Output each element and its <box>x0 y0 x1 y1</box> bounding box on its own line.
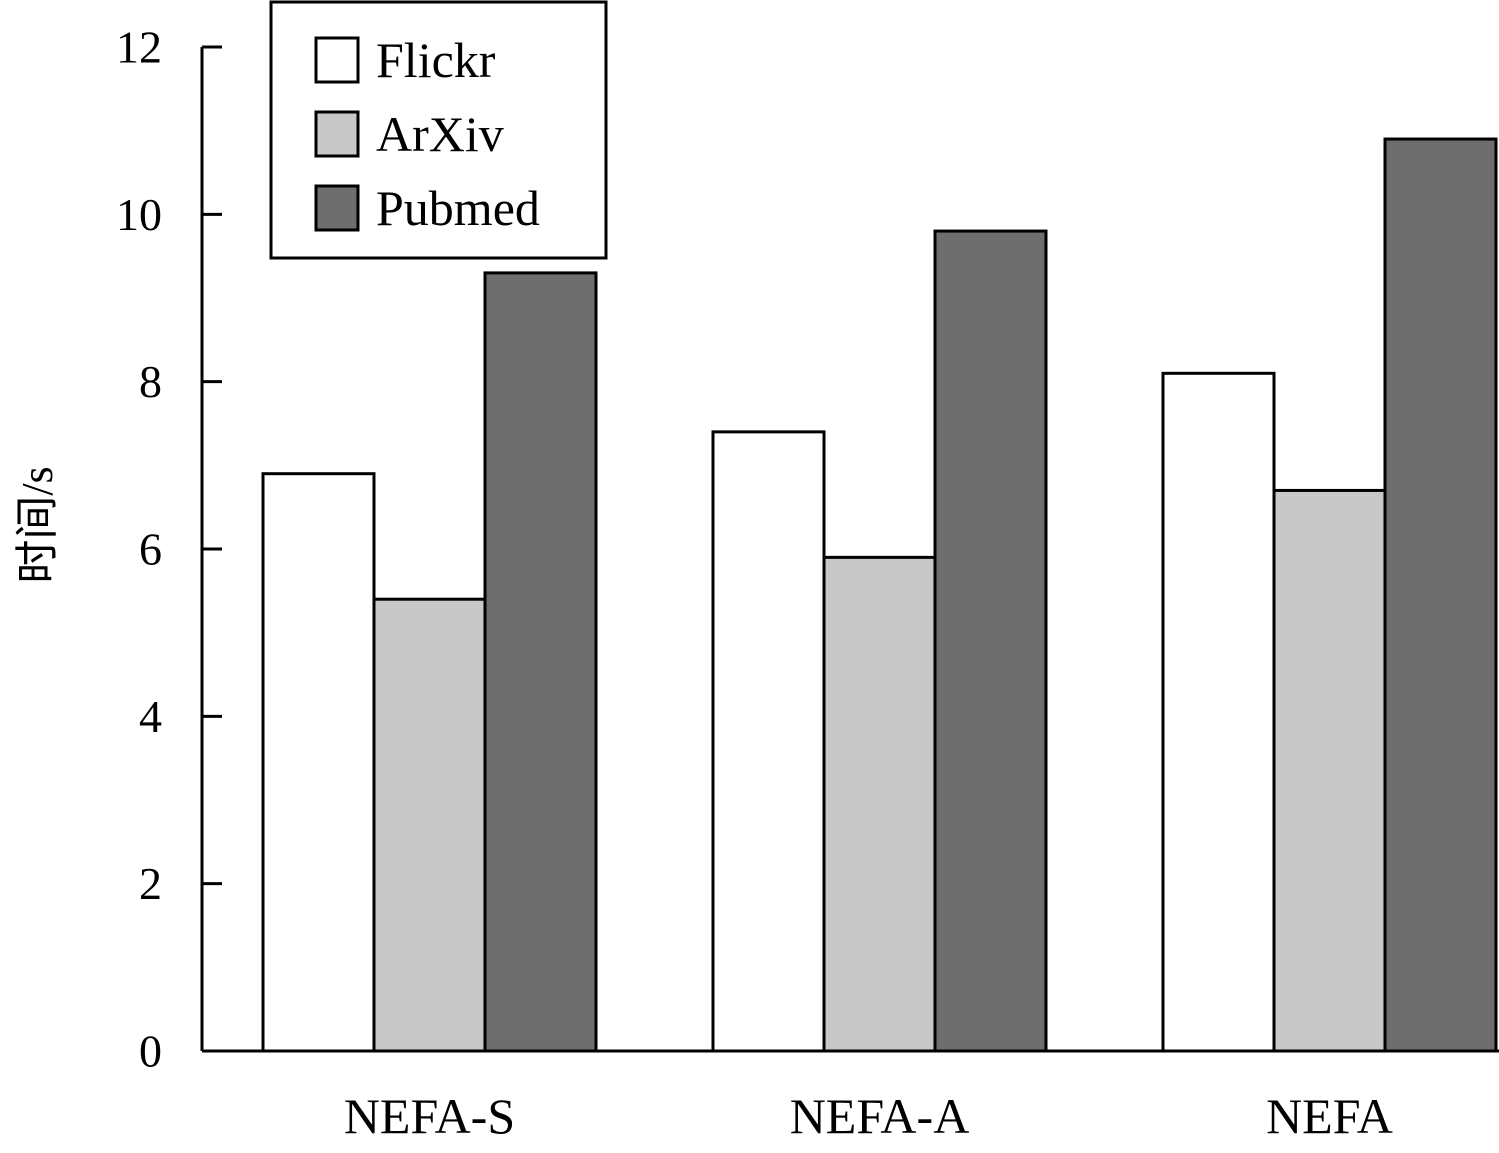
bar-pubmed-nefa-s <box>483 271 598 1053</box>
bar-arxiv-nefa <box>1272 488 1387 1053</box>
bar-pubmed-nefa <box>1383 137 1498 1053</box>
y-ticks-group: 0 2 4 6 8 10 12 <box>116 22 222 1077</box>
y-axis-title: 时间/s <box>13 466 62 583</box>
bar-flickr-nefa-s <box>261 472 376 1053</box>
y-tick-label: 0 <box>139 1026 162 1077</box>
bar-pubmed-nefa-a <box>933 229 1048 1053</box>
x-labels-group: NEFA-S NEFA-A NEFA <box>344 1088 1393 1144</box>
legend: Flickr ArXiv Pubmed <box>269 0 608 260</box>
bar-flickr-nefa-a <box>711 430 826 1053</box>
y-tick-label: 2 <box>139 858 162 909</box>
legend-label-pubmed: Pubmed <box>376 180 540 236</box>
y-tick-label: 4 <box>139 691 162 742</box>
x-category-label: NEFA <box>1266 1088 1393 1144</box>
bar-arxiv-nefa-s <box>372 597 487 1053</box>
legend-swatch-flickr <box>314 36 360 84</box>
y-tick-label: 10 <box>116 189 162 240</box>
legend-swatch-arxiv <box>314 110 360 158</box>
bar-arxiv-nefa-a <box>822 555 937 1053</box>
x-category-label: NEFA-A <box>790 1088 970 1144</box>
bar-flickr-nefa <box>1161 371 1276 1053</box>
legend-swatch-pubmed <box>314 184 360 232</box>
legend-label-arxiv: ArXiv <box>376 106 504 162</box>
x-category-label: NEFA-S <box>344 1088 515 1144</box>
bars-group <box>261 137 1498 1053</box>
y-tick-label: 6 <box>139 524 162 575</box>
legend-label-flickr: Flickr <box>376 32 496 88</box>
y-tick-label: 12 <box>116 22 162 73</box>
y-tick-label: 8 <box>139 356 162 407</box>
